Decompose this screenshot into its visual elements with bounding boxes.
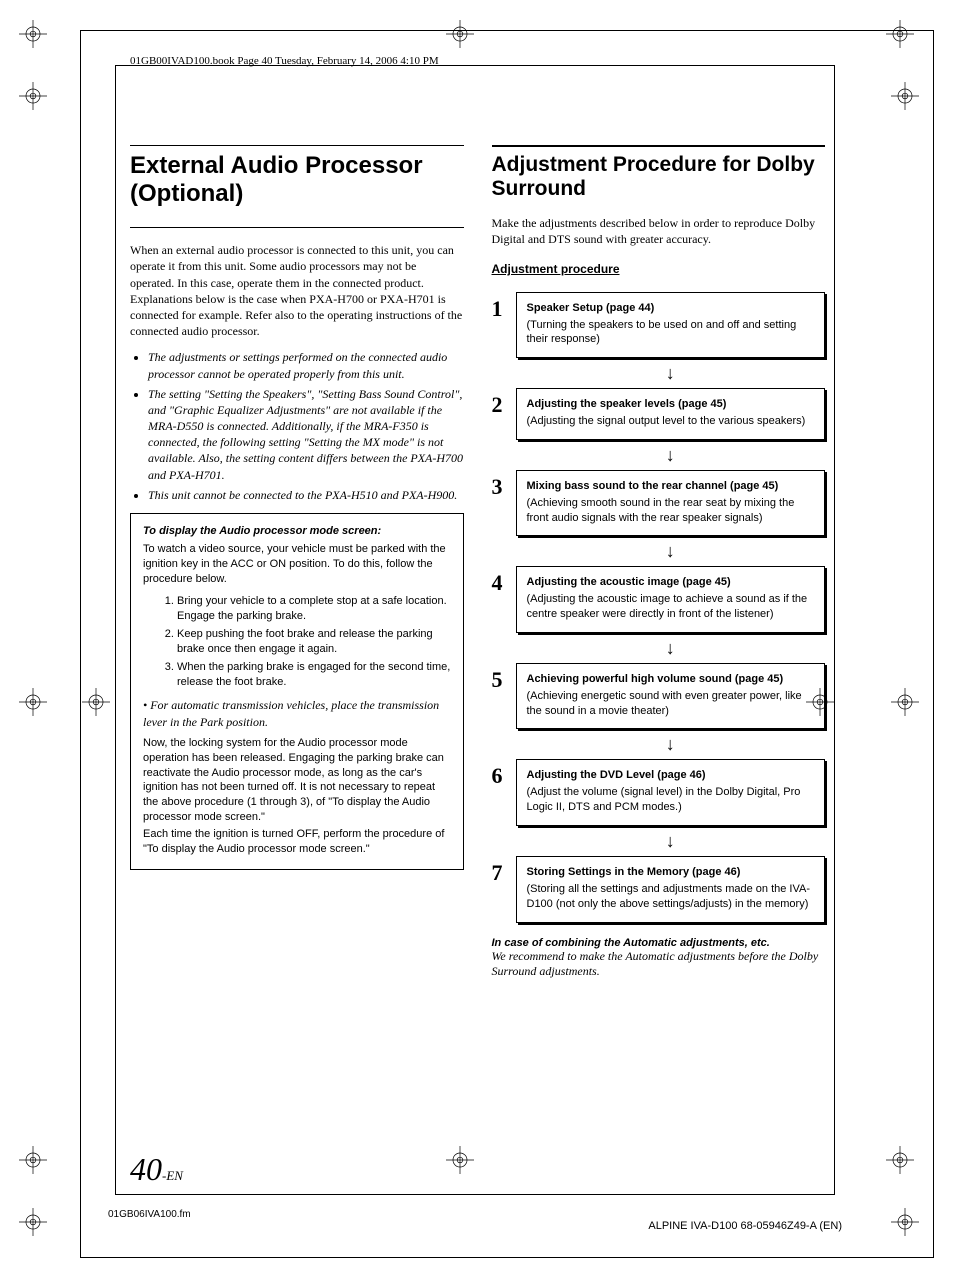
step-title: Achieving powerful high volume sound (pa…: [527, 672, 815, 687]
registration-mark-icon: [19, 20, 47, 48]
step-box: Achieving powerful high volume sound (pa…: [516, 663, 826, 730]
info-box-step: Keep pushing the foot brake and release …: [177, 627, 451, 657]
info-box-auto-note: For automatic transmission vehicles, pla…: [143, 697, 451, 729]
step-number: 7: [492, 862, 516, 884]
registration-mark-icon: [891, 1208, 919, 1236]
down-arrow-icon: ↓: [516, 639, 826, 657]
footnote-title: In case of combining the Automatic adjus…: [492, 937, 826, 949]
registration-mark-icon: [446, 1146, 474, 1174]
down-arrow-icon: ↓: [516, 735, 826, 753]
registration-mark-icon: [886, 1146, 914, 1174]
step-number: 1: [492, 298, 516, 320]
step-number: 3: [492, 476, 516, 498]
page-number: 40-EN: [130, 1151, 183, 1188]
info-box-after: Now, the locking system for the Audio pr…: [143, 736, 451, 825]
page-crop-header: 01GB00IVAD100.book Page 40 Tuesday, Febr…: [130, 55, 439, 67]
page-number-big: 40: [130, 1151, 162, 1187]
info-box-step: Bring your vehicle to a complete stop at…: [177, 594, 451, 624]
step-row: 4 Adjusting the acoustic image (page 45) (…: [492, 566, 826, 633]
registration-mark-icon: [19, 82, 47, 110]
step-row: 7Storing Settings in the Memory (page 46…: [492, 856, 826, 923]
down-arrow-icon: ↓: [516, 542, 826, 560]
step-number: 2: [492, 394, 516, 416]
step-box: Adjusting the speaker levels (page 45) (A…: [516, 388, 826, 440]
down-arrow-icon: ↓: [516, 446, 826, 464]
step-number: 4: [492, 572, 516, 594]
step-row: 6 Adjusting the DVD Level (page 46) (Adjus…: [492, 759, 826, 826]
step-row: 2 Adjusting the speaker levels (page 45) (…: [492, 388, 826, 440]
step-box: Adjusting the DVD Level (page 46) (Adjust…: [516, 759, 826, 826]
fm-filename: 01GB06IVA100.fm: [106, 1209, 193, 1220]
step-box: Storing Settings in the Memory (page 46)…: [516, 856, 826, 923]
registration-mark-icon: [19, 1208, 47, 1236]
step-title: Storing Settings in the Memory (page 46): [527, 865, 815, 880]
left-bullet: The adjustments or settings performed on…: [148, 349, 464, 381]
right-intro: Make the adjustments described below in …: [492, 215, 826, 247]
left-column: External Audio Processor (Optional) When…: [130, 145, 464, 980]
registration-mark-icon: [891, 688, 919, 716]
registration-mark-icon: [19, 1146, 47, 1174]
right-subhead: Adjustment procedure: [492, 262, 826, 276]
step-box: Mixing bass sound to the rear channel (p…: [516, 470, 826, 537]
left-bullets: The adjustments or settings performed on…: [142, 349, 464, 503]
registration-mark-icon: [891, 82, 919, 110]
step-box: Adjusting the acoustic image (page 45) (A…: [516, 566, 826, 633]
step-row: 1 Speaker Setup (page 44) (Turning the spe…: [492, 292, 826, 359]
registration-mark-icon: [19, 688, 47, 716]
left-bullet: The setting "Setting the Speakers", "Set…: [148, 386, 464, 483]
step-desc: (Adjusting the acoustic image to achieve…: [527, 592, 815, 622]
footnote-body: We recommend to make the Automatic adjus…: [492, 949, 826, 980]
registration-mark-icon: [446, 20, 474, 48]
info-box-lead: To watch a video source, your vehicle mu…: [143, 542, 451, 587]
down-arrow-icon: ↓: [516, 364, 826, 382]
step-row: 5 Achieving powerful high volume sound (p…: [492, 663, 826, 730]
info-box: To display the Audio processor mode scre…: [130, 513, 464, 870]
registration-mark-icon: [886, 20, 914, 48]
step-desc: (Turning the speakers to be used on and …: [527, 318, 815, 348]
right-section-title: Adjustment Procedure for Dolby Surround: [492, 153, 826, 201]
step-row: 3 Mixing bass sound to the rear channel (…: [492, 470, 826, 537]
step-box: Speaker Setup (page 44) (Turning the spea…: [516, 292, 826, 359]
page-content: External Audio Processor (Optional) When…: [130, 145, 825, 980]
right-column: Adjustment Procedure for Dolby Surround …: [492, 145, 826, 980]
step-desc: (Adjusting the signal output level to th…: [527, 414, 815, 429]
page-number-suffix: -EN: [162, 1168, 183, 1183]
left-section-title: External Audio Processor (Optional): [130, 152, 464, 207]
down-arrow-icon: ↓: [516, 832, 826, 850]
info-box-steps: Bring your vehicle to a complete stop at…: [177, 594, 451, 689]
step-title: Speaker Setup (page 44): [527, 301, 815, 316]
left-intro: When an external audio processor is conn…: [130, 242, 464, 339]
left-bullet: This unit cannot be connected to the PXA…: [148, 487, 464, 503]
step-title: Mixing bass sound to the rear channel (p…: [527, 479, 815, 494]
step-title: Adjusting the speaker levels (page 45): [527, 397, 815, 412]
step-desc: (Adjust the volume (signal level) in the…: [527, 785, 815, 815]
step-desc: (Achieving energetic sound with even gre…: [527, 689, 815, 719]
footer-model-line: ALPINE IVA-D100 68-05946Z49-A (EN): [648, 1220, 842, 1232]
step-number: 5: [492, 669, 516, 691]
info-box-after: Each time the ignition is turned OFF, pe…: [143, 827, 451, 857]
info-box-step: When the parking brake is engaged for th…: [177, 660, 451, 690]
info-box-title: To display the Audio processor mode scre…: [143, 524, 451, 539]
step-title: Adjusting the acoustic image (page 45): [527, 575, 815, 590]
step-number: 6: [492, 765, 516, 787]
registration-mark-icon: [82, 688, 110, 716]
step-desc: (Storing all the settings and adjustment…: [527, 882, 815, 912]
steps-container: 1 Speaker Setup (page 44) (Turning the spe…: [492, 292, 826, 923]
step-desc: (Achieving smooth sound in the rear seat…: [527, 496, 815, 526]
step-title: Adjusting the DVD Level (page 46): [527, 768, 815, 783]
